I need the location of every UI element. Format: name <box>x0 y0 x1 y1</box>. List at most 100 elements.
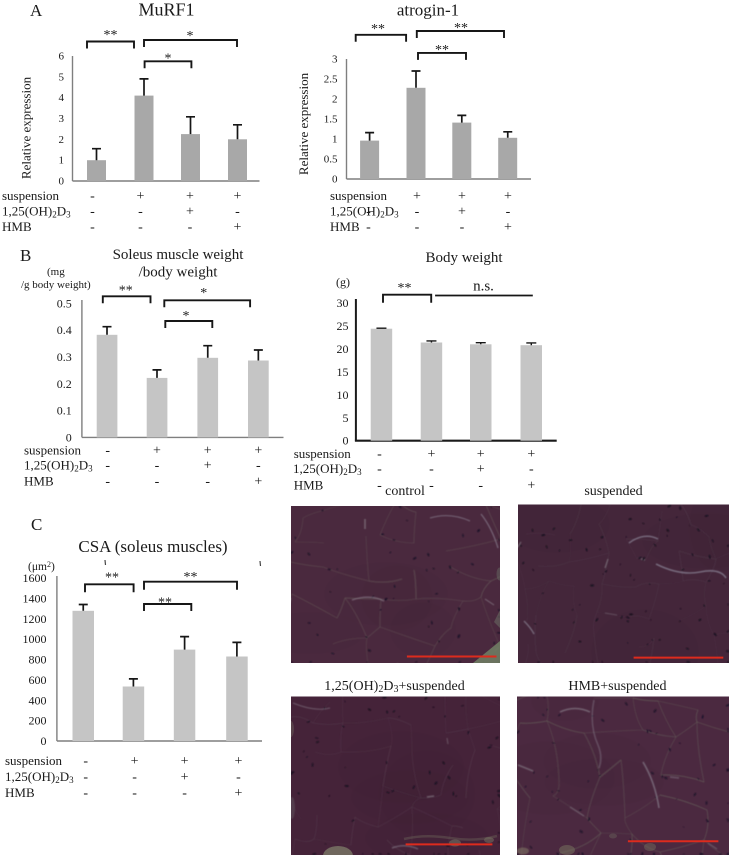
svg-text:25: 25 <box>337 319 349 333</box>
svg-text:-: - <box>188 220 193 235</box>
svg-text:**: ** <box>454 21 468 36</box>
svg-text:-: - <box>366 220 371 235</box>
svg-text:suspension: suspension <box>5 753 63 768</box>
svg-text:15: 15 <box>337 365 349 379</box>
svg-text:400: 400 <box>29 693 47 707</box>
svg-text:-: - <box>182 786 187 801</box>
svg-text:Relative expression: Relative expression <box>296 72 311 175</box>
svg-text:-: - <box>429 479 434 494</box>
svg-text:+: + <box>181 754 189 769</box>
svg-text:+: + <box>458 205 466 220</box>
svg-text:**: ** <box>119 284 133 299</box>
svg-text:3: 3 <box>59 113 65 125</box>
svg-text:5: 5 <box>343 411 349 425</box>
svg-text:-: - <box>90 189 95 204</box>
svg-text:1,25(OH)2D3: 1,25(OH)2D3 <box>293 461 362 477</box>
svg-text:-: - <box>105 475 110 490</box>
svg-text:+: + <box>527 447 535 462</box>
svg-text:5: 5 <box>59 71 65 83</box>
svg-text:B: B <box>20 246 31 265</box>
svg-text:-: - <box>90 220 95 235</box>
svg-text:1,25(OH)2D3: 1,25(OH)2D3 <box>24 458 93 474</box>
svg-text:1000: 1000 <box>23 632 47 646</box>
svg-text:0.4: 0.4 <box>57 323 72 337</box>
svg-text:MuRF1: MuRF1 <box>138 0 194 20</box>
svg-text:+: + <box>477 462 485 477</box>
svg-text:30: 30 <box>337 296 349 310</box>
svg-text:3: 3 <box>332 54 338 66</box>
svg-text:-: - <box>90 205 95 220</box>
svg-text:0: 0 <box>41 734 47 748</box>
svg-text:2.5: 2.5 <box>324 74 338 86</box>
svg-text:*: * <box>183 309 190 324</box>
svg-text:**: ** <box>105 571 119 586</box>
svg-text:0: 0 <box>66 430 72 444</box>
svg-text:+: + <box>477 447 485 462</box>
svg-text:-: - <box>529 462 534 477</box>
svg-text:*: * <box>200 286 207 301</box>
svg-text:HMB+suspended: HMB+suspended <box>568 679 666 694</box>
svg-text:-: - <box>366 189 371 204</box>
svg-text:+: + <box>428 447 436 462</box>
svg-text:+: + <box>254 444 262 459</box>
svg-text:-: - <box>155 475 160 490</box>
svg-text:6: 6 <box>59 51 65 63</box>
svg-text:+: + <box>137 189 145 204</box>
svg-text:-: - <box>105 459 110 474</box>
svg-text:-: - <box>138 205 143 220</box>
svg-text:10: 10 <box>337 388 349 402</box>
svg-text:C: C <box>31 515 42 534</box>
svg-text:Relative expression: Relative expression <box>19 76 34 179</box>
svg-text:*: * <box>187 29 194 44</box>
svg-text:+: + <box>254 475 262 490</box>
svg-text:suspension: suspension <box>330 188 388 203</box>
svg-text:+: + <box>458 189 466 204</box>
svg-text:-: - <box>366 205 371 220</box>
svg-text:+: + <box>234 189 242 204</box>
svg-text:-: - <box>478 479 483 494</box>
svg-text:/body weight: /body weight <box>139 265 219 281</box>
svg-text:+: + <box>131 754 139 769</box>
svg-text:-: - <box>132 786 137 801</box>
svg-text:+: + <box>181 770 189 785</box>
svg-text:1: 1 <box>332 134 338 146</box>
svg-text:-: - <box>155 459 160 474</box>
svg-text:Body weight: Body weight <box>425 250 503 266</box>
svg-text:-: - <box>205 475 210 490</box>
svg-text:**: ** <box>435 43 449 58</box>
svg-text:-: - <box>235 205 240 220</box>
svg-text:1,25(OH)2D3: 1,25(OH)2D3 <box>330 204 399 220</box>
svg-text:800: 800 <box>29 653 47 667</box>
svg-text:A: A <box>30 1 43 20</box>
svg-text:/g body weight): /g body weight) <box>21 279 91 291</box>
svg-text:600: 600 <box>29 673 47 687</box>
svg-text:2: 2 <box>332 94 338 106</box>
svg-text:0.1: 0.1 <box>57 404 72 418</box>
svg-text:0.3: 0.3 <box>57 350 72 364</box>
svg-text:(mg: (mg <box>47 266 65 278</box>
svg-text:0: 0 <box>332 174 338 186</box>
svg-text:atrogin-1: atrogin-1 <box>397 1 459 20</box>
svg-text:HMB: HMB <box>24 474 54 489</box>
svg-text:1,25(OH)2D3: 1,25(OH)2D3 <box>2 204 71 220</box>
svg-text:n.s.: n.s. <box>473 279 494 295</box>
svg-text:-: - <box>236 770 241 785</box>
svg-text:1,25(OH)2D3: 1,25(OH)2D3 <box>5 769 74 785</box>
svg-text:control: control <box>385 484 425 499</box>
svg-text:HMB: HMB <box>5 785 35 800</box>
svg-text:-: - <box>83 770 88 785</box>
svg-text:(g): (g) <box>336 275 350 289</box>
svg-text:-: - <box>506 205 511 220</box>
svg-text:+: + <box>186 205 194 220</box>
svg-text:**: ** <box>158 596 172 611</box>
svg-text:HMB: HMB <box>2 219 32 234</box>
svg-text:-: - <box>415 220 420 235</box>
svg-text:1: 1 <box>59 155 65 167</box>
svg-text:2: 2 <box>59 134 65 146</box>
svg-text:**: ** <box>104 28 118 43</box>
svg-text:+: + <box>204 444 212 459</box>
svg-text:0.5: 0.5 <box>324 154 338 166</box>
svg-text:+: + <box>235 754 243 769</box>
svg-text:0: 0 <box>59 176 65 188</box>
svg-text:-: - <box>138 220 143 235</box>
